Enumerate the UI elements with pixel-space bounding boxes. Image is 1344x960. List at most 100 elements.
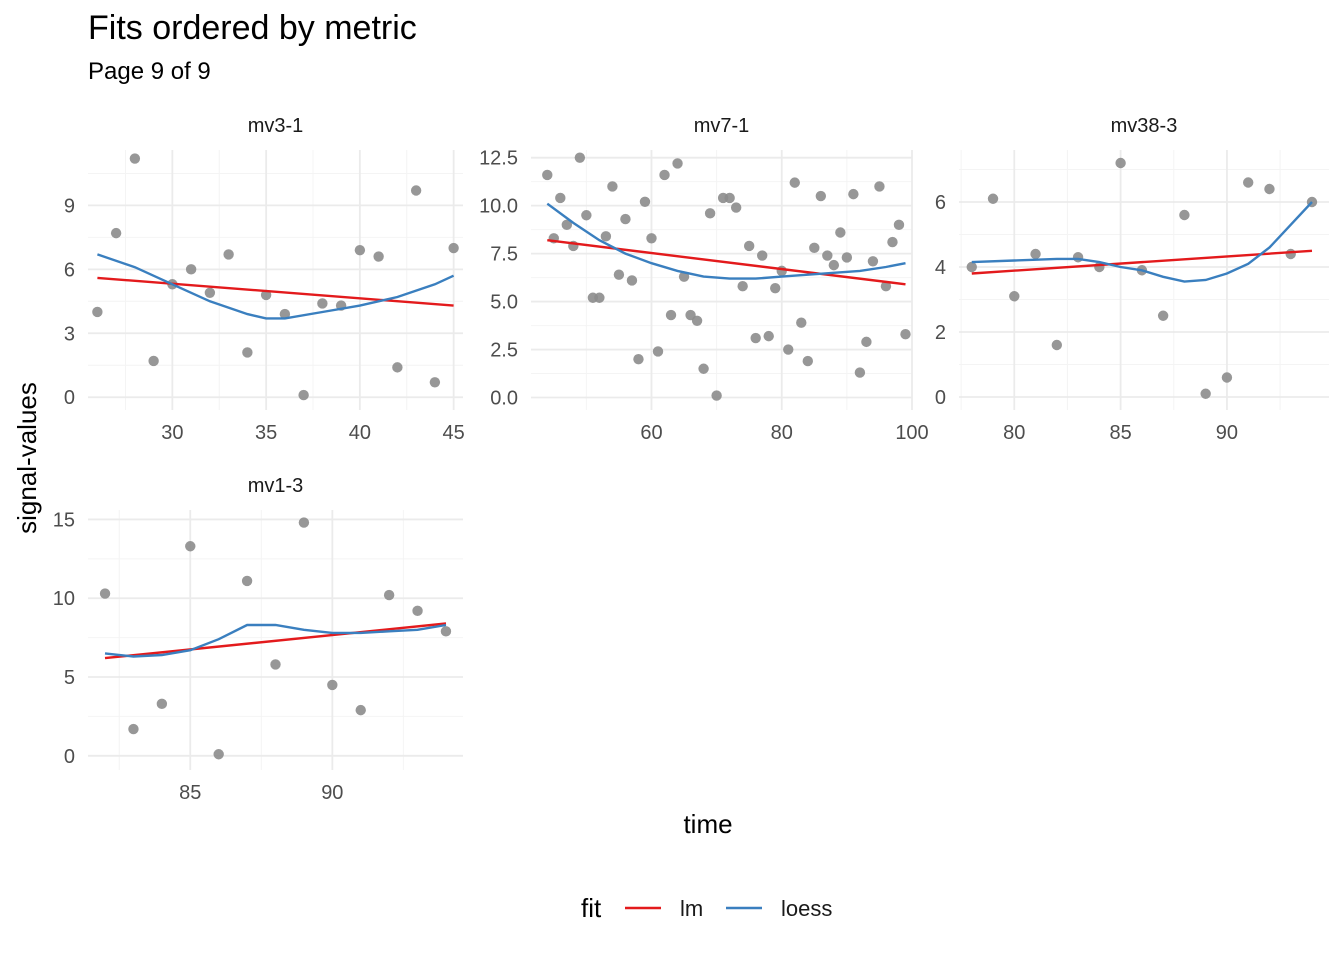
data-point [822,250,833,261]
fit-line-loess [104,623,447,658]
fit-line-loess [971,201,1313,283]
data-point [213,749,224,760]
y-tick-label: 10 [53,588,75,610]
fit-line-loess [97,253,455,320]
y-tick-label: 2 [935,322,946,344]
data-point [110,227,122,239]
data-point [848,188,859,200]
x-tick-label: 45 [443,422,465,444]
data-point [737,281,748,292]
data-point [835,227,846,238]
data-point [776,265,787,277]
data-point [298,517,310,528]
y-tick-label: 7.5 [490,244,518,266]
y-tick-label: 5 [64,667,75,689]
data-point [185,264,197,275]
data-point [1030,248,1041,260]
data-point [241,575,253,587]
chart-title: Fits ordered by metric [88,9,417,47]
facet-strip-label: mv1-3 [248,475,304,497]
data-point [861,336,872,348]
data-point [555,192,566,204]
x-tick-label: 85 [179,782,201,804]
data-point [607,181,618,192]
y-tick-label: 0.0 [490,388,518,410]
data-point [561,219,573,231]
panel-mv1-3: mv1-3 85 90 0 5 10 15 [53,475,463,804]
facet-strip-label: mv3-1 [248,115,304,137]
data-point [1157,310,1169,321]
data-point [429,377,441,388]
y-tick-label: 5.0 [490,292,518,314]
legend-label-loess: loess [781,896,832,921]
data-point [730,202,742,213]
legend-label-lm: lm [680,896,703,921]
data-point [128,723,139,735]
data-point [542,169,553,181]
data-point [770,282,781,294]
data-point [270,659,281,670]
legend-title: fit [581,893,602,923]
data-point [620,213,631,225]
fit-line-lm [971,249,1313,275]
data-point [1264,183,1275,195]
y-tick-label: 12.5 [479,148,518,170]
data-point [796,317,807,328]
y-tick-label: 6 [64,259,75,281]
y-tick-label: 2.5 [490,340,518,362]
data-point [711,390,722,401]
x-tick-label: 35 [255,422,277,444]
facet-strip-label: mv7-1 [694,115,750,137]
data-point [665,309,677,321]
data-point [763,330,774,342]
data-point [691,315,703,326]
y-axis-title: signal-values [12,382,42,534]
data-point [987,193,999,204]
data-point [92,306,103,318]
data-point [880,281,892,292]
y-tick-label: 3 [64,323,75,345]
fit-line-lm [104,622,447,660]
data-point [242,347,253,358]
data-point [1242,177,1254,188]
data-point [828,259,840,271]
data-point [223,249,234,260]
data-point [412,605,423,617]
data-point [129,153,141,164]
data-point [1115,157,1126,169]
data-point [639,196,651,208]
data-point [355,704,366,716]
x-tick-label: 80 [1003,422,1025,444]
data-point [148,355,159,367]
data-point [383,589,395,601]
x-tick-label: 90 [321,782,343,804]
x-tick-label: 40 [349,422,371,444]
data-point [750,332,761,344]
fit-line-loess [546,202,906,280]
panel-mv38-3: mv38-3 80 85 90 0 2 4 6 [935,115,1329,444]
data-point [156,698,168,710]
y-tick-label: 10.0 [479,196,518,218]
data-point [185,541,196,552]
data-point [966,261,977,273]
facet-strip-label: mv38-3 [1111,115,1178,137]
data-point [633,353,644,365]
data-point [1009,291,1020,302]
data-point [1072,252,1084,263]
data-point [698,363,709,374]
data-point [659,169,670,181]
legend: fit lm loess [581,893,832,923]
y-tick-label: 4 [935,257,946,279]
x-axis-title: time [683,809,732,839]
x-tick-label: 100 [895,422,928,444]
y-tick-label: 0 [935,387,946,409]
data-point [327,679,338,691]
y-tick-label: 6 [935,192,946,214]
data-point [1051,339,1063,351]
data-point [600,231,612,242]
x-tick-label: 85 [1109,422,1131,444]
data-point [652,346,664,357]
x-tick-label: 30 [161,422,183,444]
fit-line-lm [97,276,454,307]
data-point [204,287,216,298]
